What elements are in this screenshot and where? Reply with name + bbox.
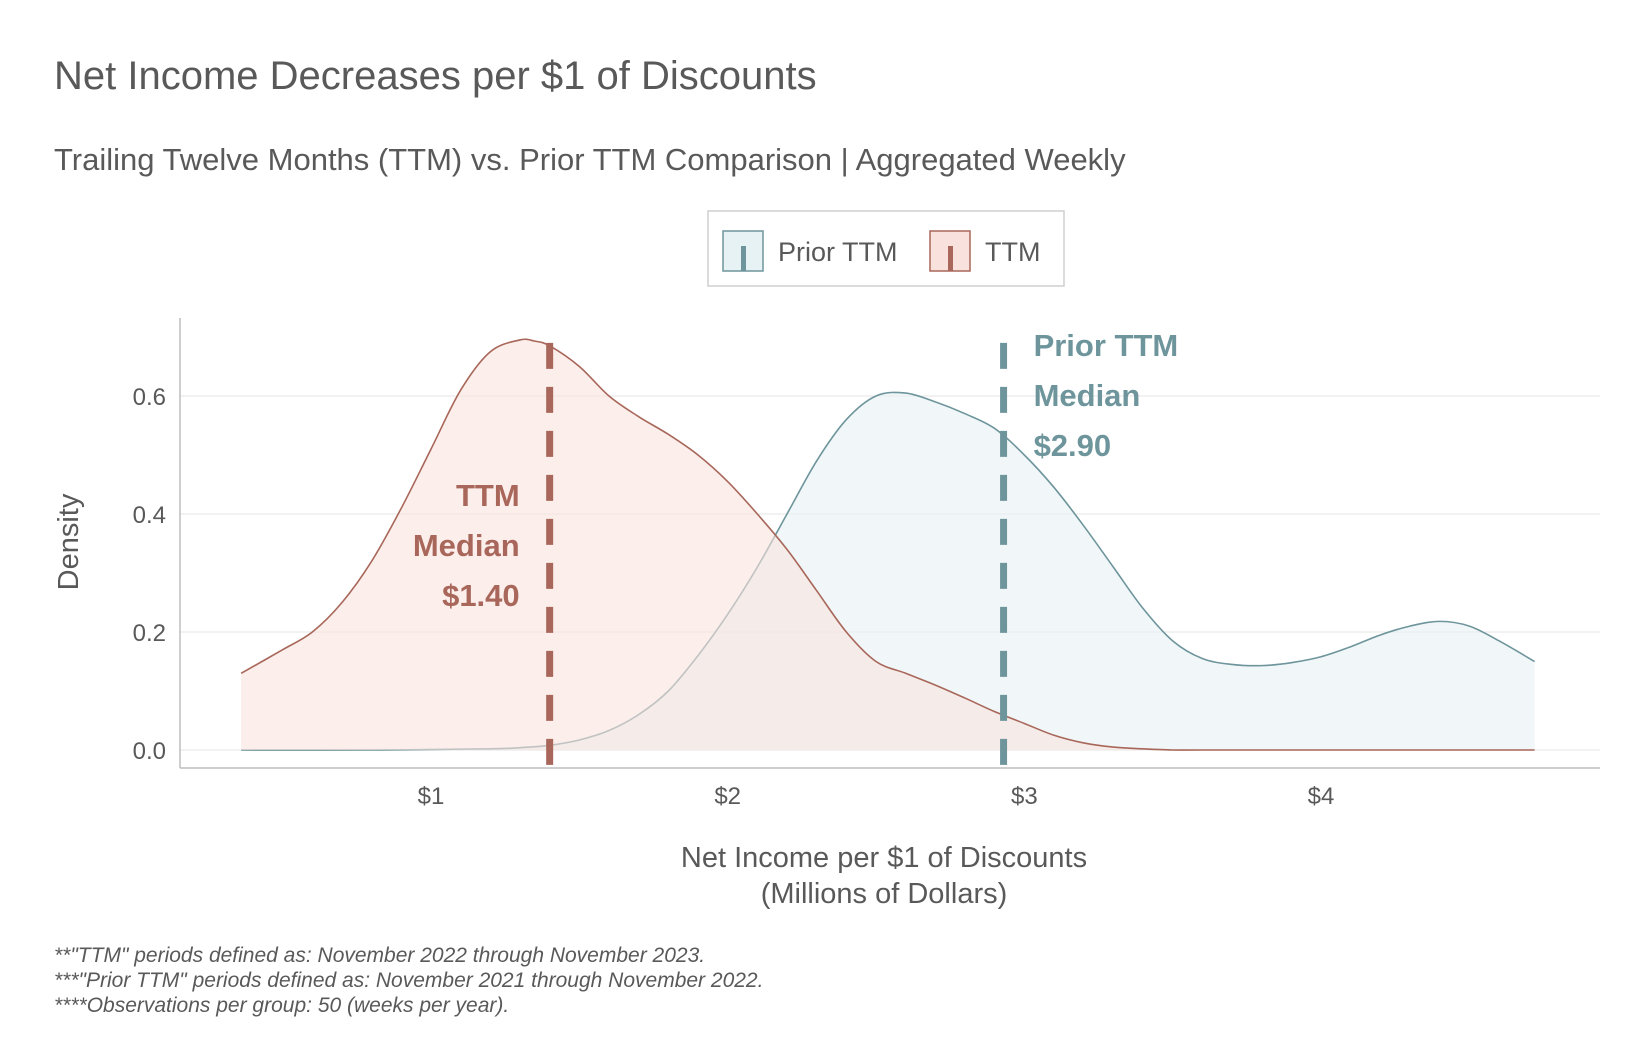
median-label-ttm: $1.40 — [442, 578, 520, 613]
legend-key-ttm-bar — [948, 246, 953, 271]
density-line-ttm — [240, 338, 1535, 751]
legend-item-ttm: TTM — [929, 230, 1040, 272]
x-tick-label: $3 — [1011, 783, 1038, 810]
median-label-prior: $2.90 — [1034, 428, 1112, 463]
density-area-prior — [241, 392, 1535, 751]
y-axis-title: Density — [53, 493, 85, 590]
x-tick-label: $2 — [714, 783, 741, 810]
median-label-prior: Median — [1034, 378, 1141, 413]
legend: Prior TTM TTM — [707, 210, 1065, 287]
x-tick-label: $4 — [1308, 783, 1335, 810]
y-tick-label: 0.2 — [133, 620, 166, 647]
median-lines — [546, 342, 1008, 771]
median-annotations: TTM Median $1.40 Prior TTM Median $2.90 — [413, 328, 1178, 613]
footnote-3: ****Observations per group: 50 (weeks pe… — [54, 994, 509, 1017]
legend-label-prior: Prior TTM — [778, 237, 898, 267]
x-tick-label: $1 — [418, 783, 445, 810]
y-tick-label: 0.6 — [133, 384, 166, 411]
median-label-ttm: TTM — [456, 478, 520, 513]
x-axis-subtitle: (Millions of Dollars) — [761, 878, 1008, 910]
legend-item-prior: Prior TTM — [722, 230, 898, 272]
legend-label-ttm: TTM — [985, 237, 1040, 267]
footnote-2: ***"Prior TTM" periods defined as: Novem… — [54, 969, 763, 992]
density-areas — [240, 338, 1536, 751]
median-label-ttm: Median — [413, 528, 520, 563]
legend-key-prior-bar — [741, 246, 746, 271]
legend-box — [707, 210, 1065, 287]
median-label-prior: Prior TTM — [1034, 328, 1179, 363]
density-area-ttm — [241, 339, 1535, 751]
chart-title: Net Income Decreases per $1 of Discounts — [54, 54, 817, 98]
y-tick-label: 0.0 — [133, 738, 166, 765]
axes — [179, 318, 1600, 769]
chart-subtitle: Trailing Twelve Months (TTM) vs. Prior T… — [54, 142, 1126, 177]
tick-labels: 0.0 0.2 0.4 0.6 $1 $2 $3 $4 — [133, 384, 1335, 810]
x-axis-title: Net Income per $1 of Discounts — [681, 842, 1087, 874]
y-tick-label: 0.4 — [133, 502, 166, 529]
footnote-1: **"TTM" periods defined as: November 202… — [54, 944, 705, 967]
